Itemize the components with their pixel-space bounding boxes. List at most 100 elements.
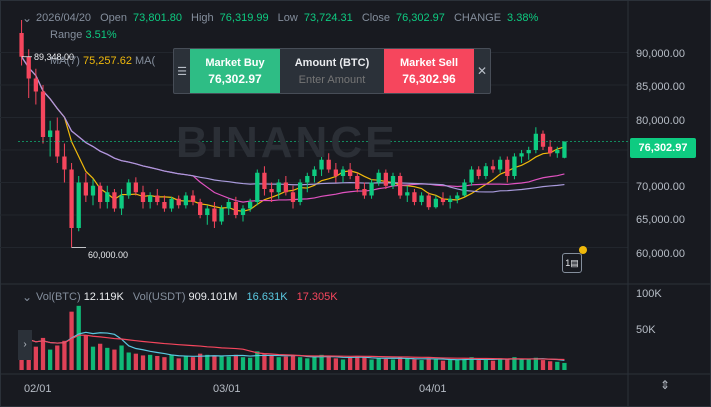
- candle-body: [140, 192, 146, 202]
- quick-trade-panel: ☰ Market Buy 76,302.97 Amount (BTC) Mark…: [173, 48, 491, 94]
- volume-bar: [562, 362, 567, 370]
- volume-ma7-line: [21, 331, 565, 361]
- date-tick-0201: 02/01: [24, 383, 52, 395]
- drag-handle-icon[interactable]: ☰: [177, 65, 187, 78]
- volume-bar: [462, 358, 467, 370]
- volume-bar: [262, 354, 267, 370]
- candle-body: [90, 185, 96, 196]
- news-icon[interactable]: 1▤: [562, 253, 582, 273]
- candle-body: [240, 208, 246, 215]
- market-buy-button[interactable]: Market Buy 76,302.97: [190, 49, 280, 93]
- ma7-label: MA(7): [50, 55, 80, 67]
- candle-body: [190, 195, 196, 202]
- volume-tick-50k: 50K: [636, 324, 656, 336]
- volume-bar: [433, 359, 438, 370]
- ma-legend: MA(7) 75,257.62 MA(: [50, 55, 155, 67]
- date-tick-0401: 04/01: [419, 383, 447, 395]
- candle-body: [148, 195, 153, 202]
- candle-body: [383, 172, 388, 186]
- candle-body: [519, 153, 524, 157]
- candle-body: [248, 202, 253, 209]
- volume-bar: [98, 343, 103, 370]
- candle-body: [55, 130, 60, 157]
- volume-bar: [119, 345, 124, 370]
- candle-body: [355, 176, 360, 189]
- volume-bar: [48, 349, 53, 370]
- candle-body: [226, 202, 231, 209]
- collapse-chevron-icon[interactable]: ⌄: [22, 11, 33, 25]
- ohlc-info: 2026/04/20 Open 73,801.80 High 76,319.99 L…: [36, 12, 544, 24]
- amount-section: Amount (BTC): [280, 49, 384, 93]
- volume-bar: [448, 360, 453, 370]
- candle-body: [548, 146, 553, 154]
- volume-bar: [440, 360, 446, 370]
- volume-bar: [376, 358, 381, 370]
- volume-bar: [312, 357, 317, 370]
- candle-body: [476, 169, 481, 176]
- candle-body: [262, 172, 267, 189]
- volume-bar: [319, 354, 324, 370]
- volume-bar: [155, 356, 160, 370]
- candle-body: [326, 159, 331, 170]
- market-sell-button[interactable]: Market Sell 76,302.96: [384, 49, 474, 93]
- amount-input[interactable]: [282, 73, 382, 87]
- candle-body: [169, 198, 174, 209]
- price-tick-65000: 65,000.00: [636, 214, 685, 226]
- candle-body: [526, 150, 531, 154]
- volume-collapse-chevron-icon[interactable]: ⌄: [22, 290, 33, 304]
- volume-bar: [483, 359, 488, 370]
- candle-body: [112, 192, 117, 209]
- change-value: 3.38%: [507, 12, 539, 24]
- amount-label: Amount (BTC): [294, 57, 370, 69]
- vol-btc-value: 12.119K: [83, 291, 124, 303]
- volume-bar: [83, 335, 88, 370]
- candle-body: [290, 192, 296, 202]
- close-icon[interactable]: ✕: [476, 64, 488, 78]
- volume-bar: [426, 358, 431, 370]
- candle-body: [276, 182, 281, 193]
- candle-body: [362, 189, 367, 196]
- candle-body: [398, 176, 403, 196]
- volume-bar: [148, 354, 153, 370]
- candle-body: [48, 130, 53, 137]
- candle-body: [505, 159, 510, 176]
- candle-body: [448, 198, 453, 202]
- volume-bar: [69, 311, 74, 370]
- range-label: Range: [50, 29, 83, 41]
- volume-bar: [105, 347, 110, 370]
- volume-bar: [248, 357, 253, 370]
- candle-body: [455, 195, 460, 199]
- range-info: Range 3.51%: [50, 29, 117, 41]
- notification-dot: [579, 246, 587, 254]
- candle-body: [26, 56, 31, 79]
- candle-body: [462, 182, 467, 196]
- market-buy-price: 76,302.97: [208, 72, 262, 86]
- volume-ma25-line: [21, 334, 565, 361]
- candle-body: [69, 169, 74, 228]
- volume-bar: [455, 359, 460, 370]
- low-value: 73,724.31: [303, 12, 353, 24]
- close-label: Close: [361, 12, 390, 24]
- open-value: 73,801.80: [133, 12, 182, 24]
- candle-body: [119, 195, 124, 209]
- candle-body: [562, 141, 567, 158]
- volume-bar: [505, 359, 510, 370]
- candle-body: [376, 172, 381, 183]
- volume-bar: [55, 345, 60, 370]
- volume-bar: [255, 351, 260, 370]
- volume-legend: Vol(BTC) 12.119K Vol(USDT) 909.101M 16.6…: [36, 291, 338, 303]
- candle-body: [98, 185, 103, 202]
- volume-bar: [412, 359, 417, 370]
- candle-body: [490, 166, 496, 170]
- volume-bar: [469, 357, 474, 370]
- candle-body: [426, 195, 431, 208]
- side-panel-toggle[interactable]: ›: [18, 330, 32, 360]
- ohlc-date: 2026/04/20: [36, 12, 92, 24]
- volume-tick-100k: 100K: [636, 288, 662, 300]
- volume-bar: [126, 352, 131, 370]
- expand-icon[interactable]: ⇕: [660, 378, 671, 392]
- volume-bar: [340, 359, 346, 370]
- volume-bar: [233, 354, 238, 370]
- volume-bar: [212, 355, 217, 370]
